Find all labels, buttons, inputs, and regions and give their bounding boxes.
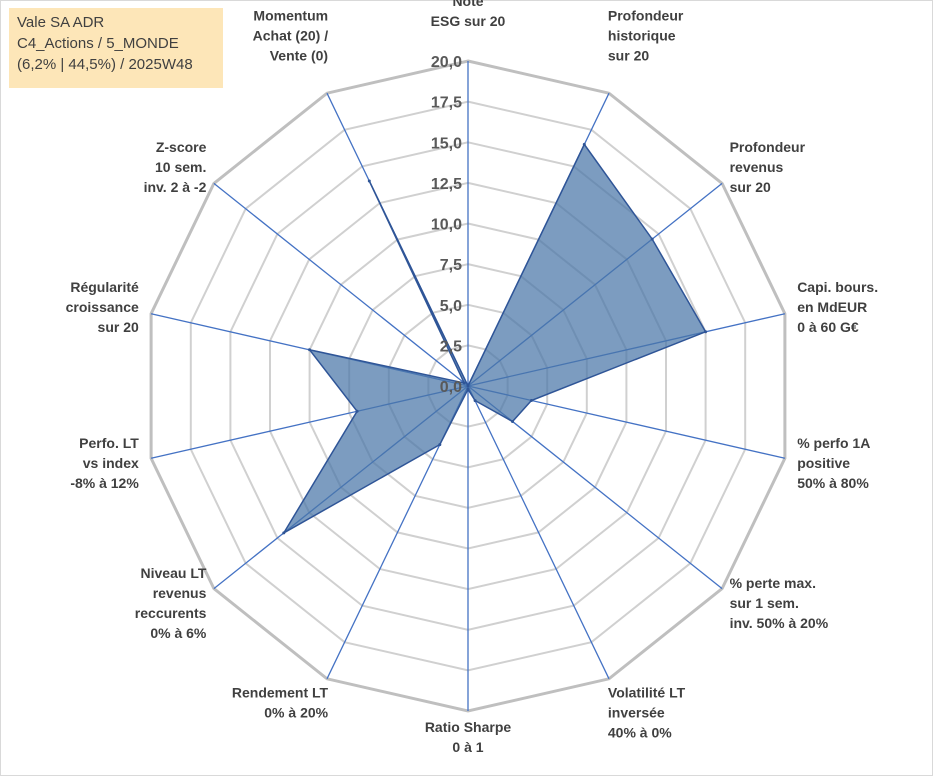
series-point — [355, 409, 359, 413]
chart-header-box: Vale SA ADR C4_Actions / 5_MONDE (6,2% |… — [9, 8, 223, 88]
axis-label: Ratio Sharpe 0 à 1 — [425, 719, 512, 755]
axis-label: Profondeur revenus sur 20 — [730, 139, 806, 195]
axis-label: Perfo. LT vs index -8% à 12% — [70, 435, 139, 491]
tick-label: 17,5 — [431, 95, 462, 112]
tick-label: 7,5 — [440, 257, 462, 274]
tick-label: 12,5 — [431, 176, 462, 193]
axis-label: Régularité croissance sur 20 — [66, 279, 139, 335]
axis-label: % perte max. sur 1 sem. inv. 50% à 20% — [730, 575, 829, 631]
series-point — [438, 443, 442, 447]
series-point — [466, 387, 470, 391]
series-point — [466, 384, 470, 388]
series-point — [582, 142, 586, 146]
series-point — [529, 399, 533, 402]
radar-series — [281, 142, 708, 535]
axis-label: Profondeur historique sur 20 — [608, 8, 684, 64]
tick-label: 15,0 — [431, 135, 462, 152]
tick-label: 2,5 — [440, 338, 462, 355]
axis-label: Volatilité LT inversée 40% à 0% — [608, 684, 686, 740]
axis-label: % perfo 1A positive 50% à 80% — [797, 435, 870, 491]
axis-label: Rendement LT 0% à 20% — [232, 684, 329, 720]
series-point — [704, 330, 708, 334]
series-point — [367, 179, 371, 183]
tick-label: 20,0 — [431, 54, 462, 71]
header-line-3: (6,2% | 44,5%) / 2025W48 — [17, 56, 193, 73]
radar-axis-labels: Note ESG sur 20 Profondeur historique sur 20… — [66, 0, 878, 755]
series-area — [281, 142, 707, 535]
axis-label: Note ESG sur 20 — [431, 0, 506, 29]
tick-label: 0,0 — [440, 379, 462, 396]
radar-spoke — [213, 182, 469, 387]
series-point — [462, 381, 466, 385]
series-point — [282, 531, 286, 535]
axis-label: Z-score 10 sem. inv. 2 à -2 — [144, 139, 207, 195]
series-point — [308, 348, 312, 352]
radar-tick-labels: 0,0 2,5 5,0 7,5 10,0 12,5 15,0 17,5 20,0 — [431, 54, 462, 396]
axis-label: Momentum Achat (20) / Vente (0) — [253, 8, 329, 64]
tick-label: 10,0 — [431, 217, 462, 234]
header-line-2: C4_Actions / 5_MONDE — [17, 35, 179, 52]
series-point — [473, 399, 477, 403]
axis-label: Niveau LT revenus reccurents 0% à 6% — [135, 565, 207, 641]
axis-label: Capi. bours. en MdEUR 0 à 60 G€ — [797, 279, 878, 335]
radar-spoke — [467, 385, 610, 680]
series-point — [511, 420, 514, 423]
header-line-1: Vale SA ADR — [17, 14, 105, 31]
tick-label: 5,0 — [440, 298, 462, 315]
series-point — [650, 237, 654, 241]
